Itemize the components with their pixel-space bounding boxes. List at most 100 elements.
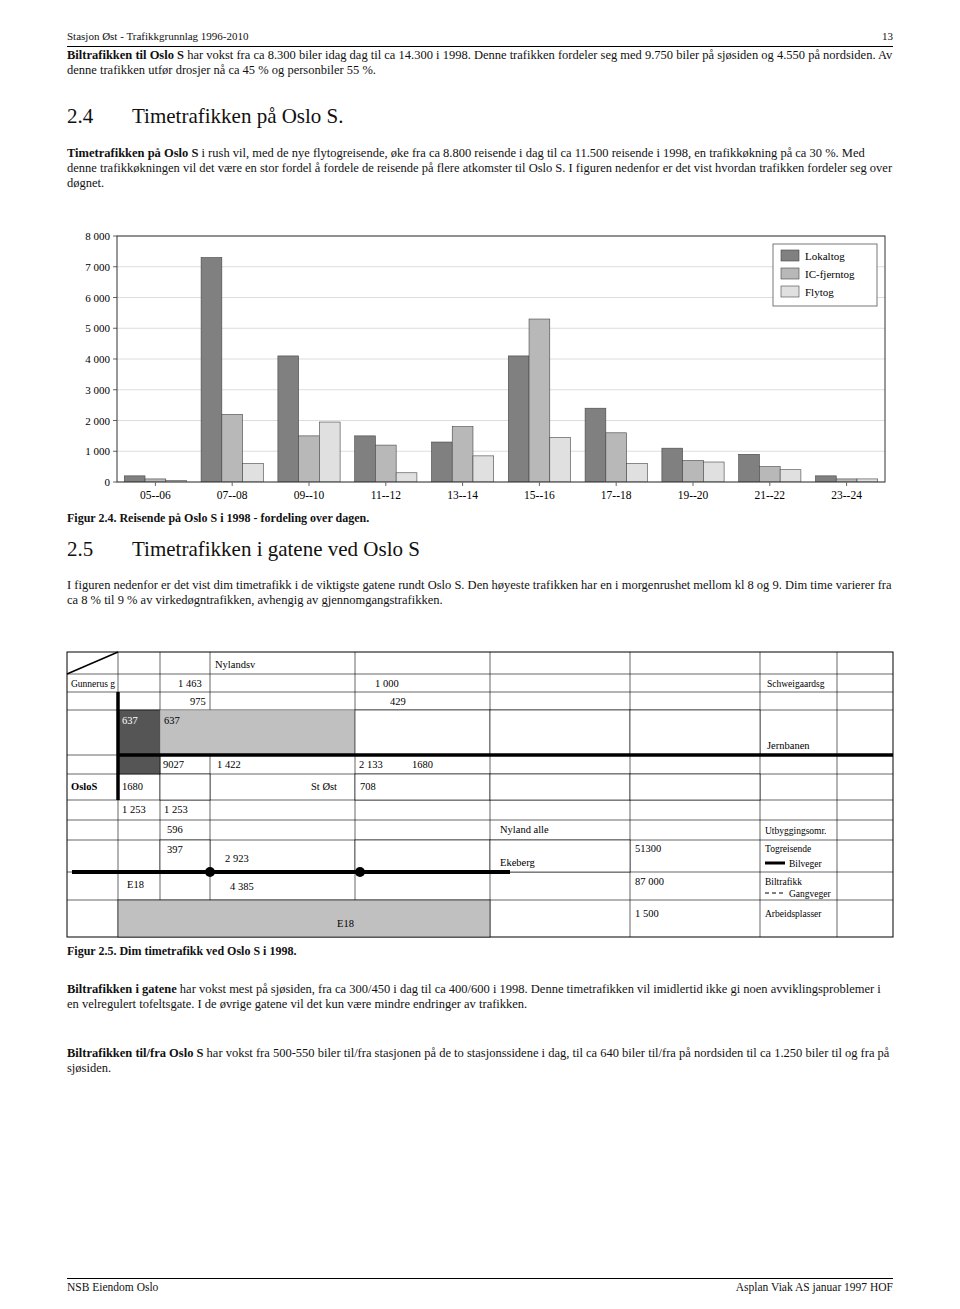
grid-line: [117, 359, 885, 360]
y-tick-label: 2 000: [85, 415, 110, 427]
paragraph: Biltrafikken til/fra Oslo S har vokst fr…: [67, 1046, 893, 1076]
diagram-label: 4 385: [230, 881, 254, 892]
bar: [759, 467, 780, 482]
bar: [627, 464, 648, 482]
diagram-label: 708: [360, 781, 376, 792]
bar: [124, 476, 145, 482]
bar: [396, 473, 417, 482]
legend-walkway-symbol: [765, 893, 785, 894]
diagram-label: E18: [127, 879, 144, 890]
paragraph-lead: Biltrafikken i gatene: [67, 982, 177, 996]
block: [490, 774, 630, 800]
y-tick-label: 4 000: [85, 353, 110, 365]
header-rule: [67, 46, 893, 47]
x-tick: [693, 482, 694, 486]
x-tick: [385, 482, 386, 486]
bar-chart: 01 0002 0003 0004 0005 0006 0007 0008 00…: [67, 228, 893, 506]
y-tick: [113, 420, 117, 421]
diagram-label: 429: [390, 696, 406, 707]
bar: [299, 436, 320, 482]
legend-swatch: [781, 286, 799, 297]
row-line: [67, 755, 893, 756]
diagram-label: Gangveger: [789, 889, 832, 899]
diagram-label: 596: [167, 824, 183, 835]
junction: [355, 867, 365, 877]
block: [355, 840, 490, 872]
x-tick-label: 09--10: [294, 489, 325, 501]
diagram-label: Biltrafikk: [765, 877, 802, 887]
grid-line: [117, 297, 885, 298]
bar: [201, 258, 222, 482]
block: [355, 710, 490, 755]
x-tick: [539, 482, 540, 486]
footer-left: NSB Eiendom Oslo: [67, 1281, 158, 1293]
station-block: [118, 710, 160, 774]
y-tick-label: 8 000: [85, 230, 110, 242]
legend-swatch: [781, 250, 799, 261]
diagram-label: 637: [122, 715, 138, 726]
bar: [278, 356, 299, 482]
grid-line: [117, 389, 885, 390]
diagram-label: 1 253: [122, 804, 146, 815]
legend-entry: Flytog: [805, 286, 834, 298]
diagram-label: 1 500: [635, 908, 659, 919]
grid-line: [117, 266, 885, 267]
bar: [319, 422, 340, 482]
diagram-label: 1 253: [164, 804, 188, 815]
block: [490, 840, 630, 872]
bar: [683, 460, 704, 482]
diagram-label: Schweigaardsg: [767, 679, 825, 689]
bar: [508, 356, 529, 482]
legend-frame: [773, 244, 877, 306]
diagram-label: 637: [164, 715, 180, 726]
diagram-label: 1 422: [217, 759, 241, 770]
section-title: Timetrafikken i gatene ved Oslo S: [132, 537, 892, 562]
paragraph-lead: Timetrafikken på Oslo S: [67, 146, 198, 160]
block: [355, 774, 490, 800]
y-tick-label: 5 000: [85, 322, 110, 334]
legend: LokaltogIC-fjerntogFlytog: [773, 244, 877, 306]
paragraph: I figuren nedenfor er det vist dim timet…: [67, 578, 893, 608]
diagram-label: 1680: [412, 759, 433, 770]
railway-line: [118, 753, 893, 757]
figure-caption: Figur 2.5. Dim timetrafikk ved Oslo S i …: [67, 944, 893, 959]
bar: [222, 414, 243, 482]
diagram-label: Ekeberg: [500, 857, 536, 868]
paragraph: Timetrafikken på Oslo S i rush vil, med …: [67, 146, 893, 191]
row-line: [67, 872, 893, 873]
diagram-label: Utbyggingsomr.: [765, 826, 827, 836]
y-tick: [113, 297, 117, 298]
footer-rule: [67, 1278, 893, 1279]
x-tick-label: 23--24: [831, 489, 862, 501]
section-title: Timetrafikken på Oslo S.: [132, 104, 892, 129]
bar: [355, 436, 376, 482]
column-line: [118, 652, 119, 937]
diagram-border: [67, 652, 893, 937]
x-tick: [309, 482, 310, 486]
legend-entry: IC-fjerntog: [805, 268, 855, 280]
diagram-label: 2 133: [359, 759, 383, 770]
x-tick: [462, 482, 463, 486]
paragraph-text: har vokst fra ca 8.300 biler idag dag ti…: [67, 48, 892, 77]
diagram-label: 397: [167, 844, 183, 855]
x-tick: [769, 482, 770, 486]
x-tick: [846, 482, 847, 486]
bar: [739, 454, 760, 482]
block: [160, 774, 210, 800]
diagram-label: Nylandsv: [215, 659, 256, 670]
y-tick: [113, 451, 117, 452]
bar: [243, 464, 264, 482]
diagram-label: 9027: [163, 759, 184, 770]
y-tick: [113, 328, 117, 329]
x-tick-label: 17--18: [601, 489, 632, 501]
main-road: [72, 870, 510, 874]
x-tick-label: 11--12: [371, 489, 401, 501]
bar: [585, 408, 606, 482]
row-line: [67, 820, 893, 821]
y-tick: [113, 266, 117, 267]
grid-line: [117, 328, 885, 329]
x-tick-label: 15--16: [524, 489, 555, 501]
bar: [431, 442, 452, 482]
plot-frame: [117, 236, 885, 482]
diagram-label: E18: [337, 918, 354, 929]
